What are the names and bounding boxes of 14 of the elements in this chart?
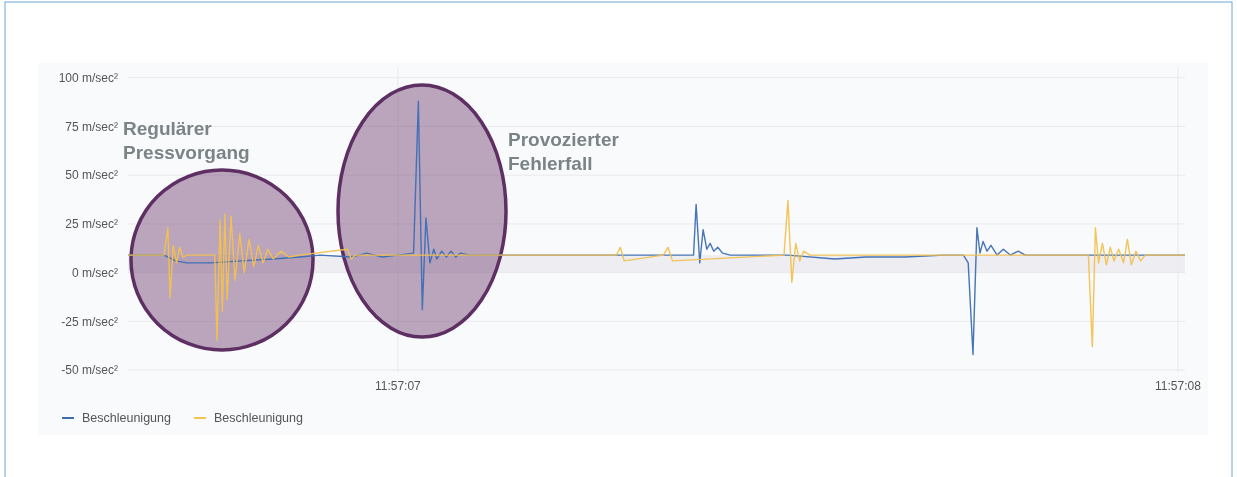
- annotation: Regulärer Pressvorgang: [123, 118, 250, 163]
- y-tick-label: 50 m/sec²: [65, 168, 118, 183]
- legend-label: Beschleunigung: [214, 411, 304, 426]
- y-tick-label: 75 m/sec²: [65, 119, 118, 134]
- x-tick-label: 11:57:07: [374, 379, 422, 393]
- line-series: [127, 199, 1186, 348]
- annotation: Provozierter Fehlerfall: [508, 129, 620, 174]
- y-tick-label: 0 m/sec²: [71, 265, 118, 280]
- y-tick-label: -25 m/sec²: [61, 314, 118, 329]
- y-tick-label: -50 m/sec²: [61, 363, 118, 378]
- y-tick-label: 25 m/sec²: [65, 217, 118, 232]
- x-tick-label: 11:57:08: [1155, 379, 1202, 393]
- y-tick-label: 100 m/sec²: [58, 70, 118, 85]
- legend-label: Beschleunigung: [82, 411, 172, 426]
